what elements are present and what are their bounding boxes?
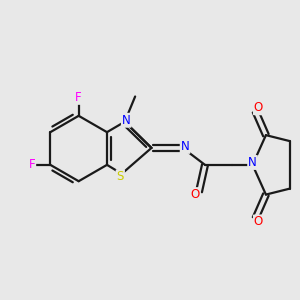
- Text: N: N: [181, 140, 189, 153]
- Text: F: F: [28, 158, 35, 171]
- Text: N: N: [248, 156, 257, 169]
- Text: O: O: [254, 215, 263, 228]
- Text: O: O: [254, 101, 263, 114]
- Text: S: S: [117, 170, 124, 183]
- Text: N: N: [122, 114, 130, 127]
- Text: O: O: [190, 188, 199, 201]
- Text: F: F: [75, 91, 82, 104]
